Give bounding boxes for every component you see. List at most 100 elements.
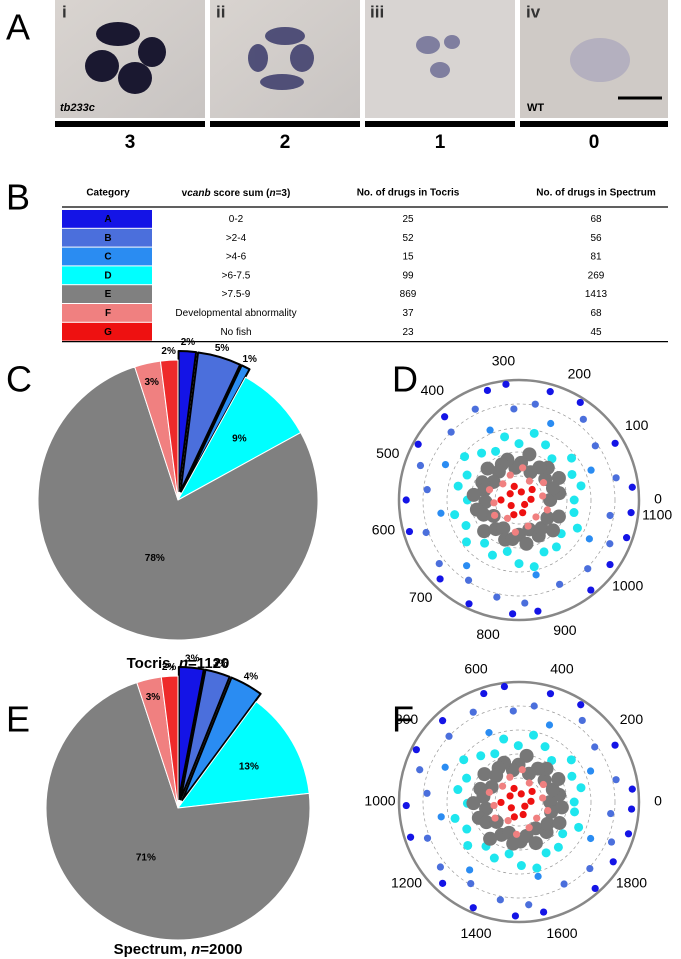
pie-slice [179, 351, 242, 493]
angle-tick-label: 800 [476, 626, 500, 642]
table-cell: G [104, 327, 112, 338]
point [479, 815, 494, 830]
point [465, 600, 473, 608]
point [606, 511, 614, 520]
angle-tick-label: 800 [395, 711, 419, 727]
table-cell: 0-2 [229, 214, 244, 225]
point [567, 469, 577, 479]
point [486, 474, 501, 489]
stain [248, 27, 314, 90]
point [576, 783, 586, 793]
pie-slice [177, 666, 205, 801]
table-cell: B [104, 233, 111, 244]
point [521, 802, 529, 810]
pie-chart: 2%5%1%9%78%3%2%Tocris, n=1120 [37, 337, 319, 672]
control-label: WT [527, 102, 544, 114]
point [499, 734, 509, 744]
point [514, 439, 524, 449]
table-cell: >4-6 [226, 252, 247, 263]
point [560, 880, 568, 888]
point [519, 464, 527, 472]
table-cell: 23 [402, 327, 414, 338]
point [506, 773, 514, 781]
angle-tick-label: 400 [421, 382, 445, 398]
table-cell: 869 [400, 289, 417, 300]
point [510, 405, 518, 413]
panel-letter: A [6, 7, 30, 48]
table-cell: 81 [590, 252, 602, 263]
point [486, 426, 494, 434]
table-cell: A [104, 214, 111, 225]
grid-circle [422, 705, 616, 899]
column-header: Category [86, 188, 130, 199]
point [547, 419, 555, 428]
point [483, 386, 492, 395]
point [551, 772, 566, 787]
point [447, 428, 455, 436]
point [519, 536, 534, 551]
point [477, 524, 492, 539]
point [577, 701, 585, 709]
point [493, 593, 501, 601]
point [453, 785, 463, 795]
angle-tick-label: 1100 [642, 506, 672, 522]
category-swatch [62, 247, 152, 266]
point [437, 509, 445, 517]
stain [416, 35, 460, 78]
point [606, 540, 614, 548]
slice-label: 13% [239, 762, 259, 773]
point [540, 908, 548, 916]
table: Category vcanb score sum (n=3) No. of drug… [62, 188, 668, 343]
image-label: iii [370, 2, 384, 21]
point [497, 496, 505, 504]
point [511, 912, 520, 920]
point [464, 576, 473, 584]
point [586, 864, 594, 873]
point [534, 872, 542, 880]
pie-slice [160, 675, 179, 809]
polar-chart: 0 100 200 300 400 500 600 700 800 900 1000 1100 [372, 353, 673, 643]
point [441, 460, 450, 469]
angle-tick-label: 300 [492, 353, 516, 369]
panel-letter: C [6, 359, 32, 400]
point [521, 500, 529, 509]
table-cell: >6-7.5 [222, 270, 251, 281]
point [514, 559, 524, 569]
point [558, 829, 568, 839]
grid-circle [446, 729, 592, 875]
point [612, 776, 620, 784]
point [490, 749, 500, 759]
point [529, 562, 539, 572]
text-part: canb [187, 188, 210, 199]
point [406, 833, 415, 841]
point [485, 486, 494, 494]
point [490, 801, 498, 810]
point [462, 824, 472, 834]
point [525, 824, 533, 832]
point [539, 794, 547, 802]
point [627, 805, 636, 813]
point [509, 610, 517, 618]
point [491, 464, 506, 479]
point [539, 479, 548, 487]
angle-tick-label: 600 [372, 522, 396, 538]
image [210, 0, 360, 118]
point [469, 904, 477, 912]
point [534, 521, 549, 536]
point [496, 896, 504, 904]
point [512, 830, 521, 838]
point [539, 492, 547, 500]
angle-tick-label: 1200 [391, 874, 422, 890]
point [519, 509, 527, 517]
point [490, 499, 498, 507]
point [450, 813, 460, 823]
point [528, 787, 536, 796]
table-cell: 15 [402, 252, 414, 263]
table-cell: C [104, 252, 111, 263]
text-part: n [191, 941, 200, 958]
point [491, 511, 499, 519]
angle-tick-label: 200 [620, 711, 644, 727]
point [540, 510, 555, 525]
score: 2 [280, 132, 291, 153]
point [551, 509, 566, 524]
